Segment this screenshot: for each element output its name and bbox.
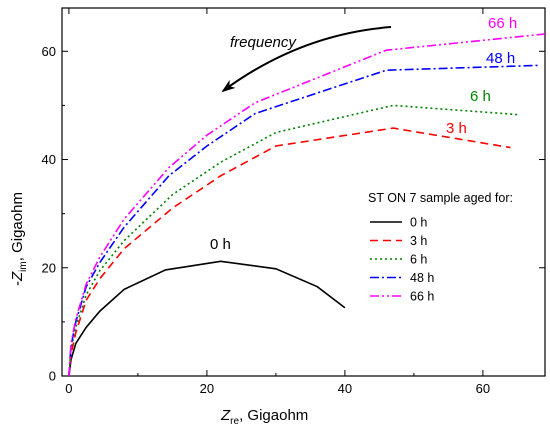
x-tick-label: 60 (476, 381, 490, 396)
frequency-annotation: frequency (230, 34, 297, 51)
y-tick-label: 0 (49, 369, 56, 384)
series-line-0h (68, 260, 346, 377)
curve-label-66h: 66 h (488, 15, 517, 32)
x-tick-label: 40 (338, 381, 352, 396)
y-axis-title: -Zim, Gigaohm (9, 192, 29, 286)
legend-title: ST ON 7 sample aged for: (368, 191, 513, 205)
axis-ticks: 0 20 40 60 0 20 40 60 (42, 8, 545, 396)
legend-label-3h: 3 h (410, 234, 427, 248)
frequency-arrow (221, 26, 392, 93)
y-tick-label: 20 (42, 260, 56, 275)
series-lines (68, 33, 546, 377)
curve-label-6h: 6 h (470, 88, 491, 105)
x-tick-label: 0 (65, 381, 72, 396)
x-tick-label: 20 (200, 381, 214, 396)
curve-label-48h: 48 h (486, 50, 515, 67)
plot-frame (61, 7, 546, 377)
legend: ST ON 7 sample aged for: 0 h 3 h 6 h 48 h 66… (368, 191, 513, 304)
legend-items: 0 h 3 h 6 h 48 h 66 h (370, 216, 434, 304)
series-line-66h (68, 33, 546, 377)
legend-label-48h: 48 h (410, 271, 434, 285)
y-tick-label: 40 (42, 152, 56, 167)
legend-label-0h: 0 h (410, 216, 427, 230)
legend-label-6h: 6 h (410, 253, 427, 267)
legend-label-66h: 66 h (410, 290, 434, 304)
series-line-48h (68, 64, 539, 377)
curve-label-3h: 3 h (446, 120, 467, 137)
y-tick-label: 60 (42, 44, 56, 59)
series-line-6h (68, 104, 518, 377)
curve-label-0h: 0 h (210, 236, 231, 253)
x-axis-title: Zre, Gigaohm (220, 407, 308, 427)
series-line-3h (68, 127, 511, 377)
